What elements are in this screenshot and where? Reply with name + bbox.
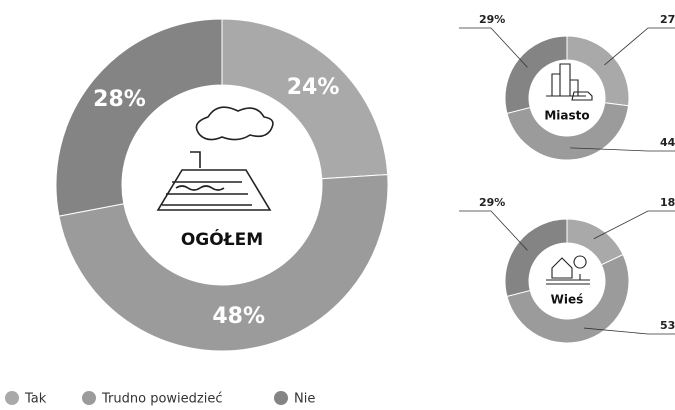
legend-label: Trudno powiedzieć [101, 392, 222, 407]
leader-line [570, 147, 675, 152]
leader-line [583, 327, 675, 335]
donut-hole [529, 60, 605, 136]
value-label: 29% [479, 196, 505, 209]
donut-title: Wieś [551, 293, 584, 307]
donut-title: Miasto [544, 109, 589, 123]
legend-swatch [5, 391, 19, 405]
value-label: 24% [287, 75, 340, 100]
value-label: 27% [660, 13, 675, 26]
donut-segment [58, 174, 389, 352]
legend-swatch [274, 391, 288, 405]
value-label: 18% [660, 196, 675, 209]
leader-line [459, 27, 528, 68]
donuts: 24% 48% 28% OGÓŁEM 27% 44% 29% Miasto 18% 53% 29% W… [55, 13, 675, 352]
legend: Tak Trudno powiedzieć Nie [5, 391, 315, 407]
value-label: 48% [212, 304, 265, 329]
value-label: 28% [93, 87, 146, 112]
donut-title: OGÓŁEM [181, 228, 263, 250]
donut-hole [529, 243, 605, 319]
value-label: 53% [660, 319, 675, 332]
house-icon [156, 106, 274, 211]
donut-hole [122, 85, 322, 285]
city-icon [546, 63, 593, 101]
legend-label: Nie [294, 392, 315, 407]
leader-line [604, 27, 675, 66]
legend-label: Tak [24, 392, 47, 407]
leader-line [593, 210, 675, 240]
value-label: 44% [660, 136, 675, 149]
leader-line [459, 210, 528, 251]
village-icon [546, 255, 590, 285]
legend-swatch [82, 391, 96, 405]
value-label: 29% [479, 13, 505, 26]
